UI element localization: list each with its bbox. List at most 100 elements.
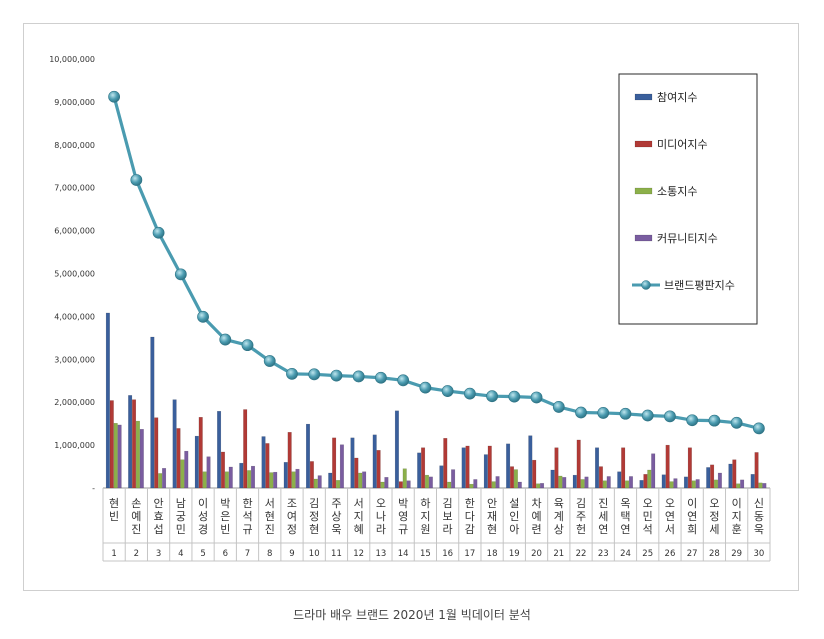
bar-참여지수: [550, 469, 555, 489]
bar-미디어지수: [132, 399, 137, 489]
x-rank-label: 7: [245, 549, 250, 559]
x-rank-label: 3: [156, 549, 161, 559]
x-rank-label: 20: [531, 549, 542, 559]
legend-swatch: [634, 93, 653, 101]
bar-미디어지수: [332, 437, 337, 489]
x-rank-label: 25: [642, 549, 653, 559]
line-point: [508, 390, 521, 403]
bar-소통지수: [536, 483, 541, 489]
bar-참여지수: [217, 411, 222, 489]
bar-커뮤니티지수: [273, 471, 278, 489]
bar-커뮤니티지수: [162, 468, 167, 489]
bar-소통지수: [736, 483, 741, 489]
x-rank-label: 12: [353, 549, 364, 559]
bar-소통지수: [469, 483, 474, 489]
legend-swatch-marker: [641, 280, 651, 290]
legend-label: 브랜드평판지수: [664, 279, 735, 292]
bar-커뮤니티지수: [584, 476, 589, 489]
bar-미디어지수: [109, 400, 114, 489]
bar-커뮤니티지수: [184, 450, 189, 489]
line-point: [197, 310, 209, 323]
bar-커뮤니티지수: [673, 478, 678, 489]
line-point: [530, 391, 543, 404]
legend-swatch: [634, 140, 653, 148]
bar-소통지수: [291, 471, 296, 489]
bar-커뮤니티지수: [473, 479, 478, 489]
x-rank-label: 9: [289, 549, 294, 559]
line-point: [597, 407, 610, 419]
bar-커뮤니티지수: [339, 444, 344, 489]
x-rank-label: 6: [223, 549, 228, 559]
bar-미디어지수: [376, 450, 381, 489]
bar-참여지수: [461, 447, 466, 489]
x-rank-label: 18: [487, 549, 498, 559]
x-rank-label: 17: [464, 549, 475, 559]
line-point: [286, 367, 298, 380]
bar-커뮤니티지수: [495, 476, 500, 489]
line-point: [219, 333, 232, 346]
bar-소통지수: [402, 468, 407, 489]
line-point: [619, 407, 632, 420]
bar-참여지수: [105, 312, 110, 489]
bar-소통지수: [558, 475, 563, 489]
bar-참여지수: [706, 467, 711, 489]
line-point: [375, 371, 387, 384]
x-rank-label: 16: [442, 549, 453, 559]
line-point: [752, 422, 765, 435]
bar-참여지수: [483, 454, 488, 489]
line-point: [419, 381, 432, 394]
x-rank-label: 22: [576, 549, 587, 559]
bar-참여지수: [128, 395, 133, 489]
bar-참여지수: [683, 476, 688, 489]
line-point: [552, 401, 565, 413]
bar-참여지수: [239, 462, 244, 489]
bar-커뮤니티지수: [717, 472, 722, 489]
bar-커뮤니티지수: [384, 477, 389, 489]
line-point: [241, 339, 254, 352]
legend-label: 미디어지수: [657, 138, 708, 151]
x-rank-label: 15: [420, 549, 431, 559]
bar-소통지수: [647, 469, 652, 489]
bar-미디어지수: [287, 432, 292, 489]
bar-참여지수: [150, 336, 155, 489]
line-point: [708, 414, 721, 427]
bar-참여지수: [172, 399, 177, 489]
chart-frame: 10,000,000 9,000,000 8,000,000 7,000,000 6,0…: [23, 23, 799, 591]
bar-미디어지수: [398, 481, 403, 489]
bar-참여지수: [394, 410, 399, 489]
bar-참여지수: [750, 474, 755, 489]
y-tick-label: -: [92, 484, 95, 493]
line-point: [108, 90, 121, 103]
line-point: [308, 368, 321, 381]
bar-소통지수: [625, 480, 630, 489]
bar-커뮤니티지수: [562, 477, 567, 489]
bar-소통지수: [358, 472, 363, 489]
y-tick-label: 3,000,000: [54, 355, 95, 364]
bar-미디어지수: [643, 474, 648, 489]
legend-label: 참여지수: [657, 91, 697, 104]
bar-소통지수: [669, 481, 674, 489]
bar-미디어지수: [732, 459, 737, 489]
x-rank-label: 19: [509, 549, 520, 559]
bar-커뮤니티지수: [517, 481, 522, 489]
x-rank-label: 26: [665, 549, 676, 559]
bar-소통지수: [336, 480, 341, 489]
bar-미디어지수: [154, 417, 159, 489]
x-rank-label: 11: [331, 549, 342, 559]
line-point: [397, 374, 410, 387]
bar-참여지수: [261, 436, 266, 489]
bar-참여지수: [283, 462, 288, 489]
line-point: [686, 414, 699, 427]
bar-미디어지수: [510, 466, 515, 489]
